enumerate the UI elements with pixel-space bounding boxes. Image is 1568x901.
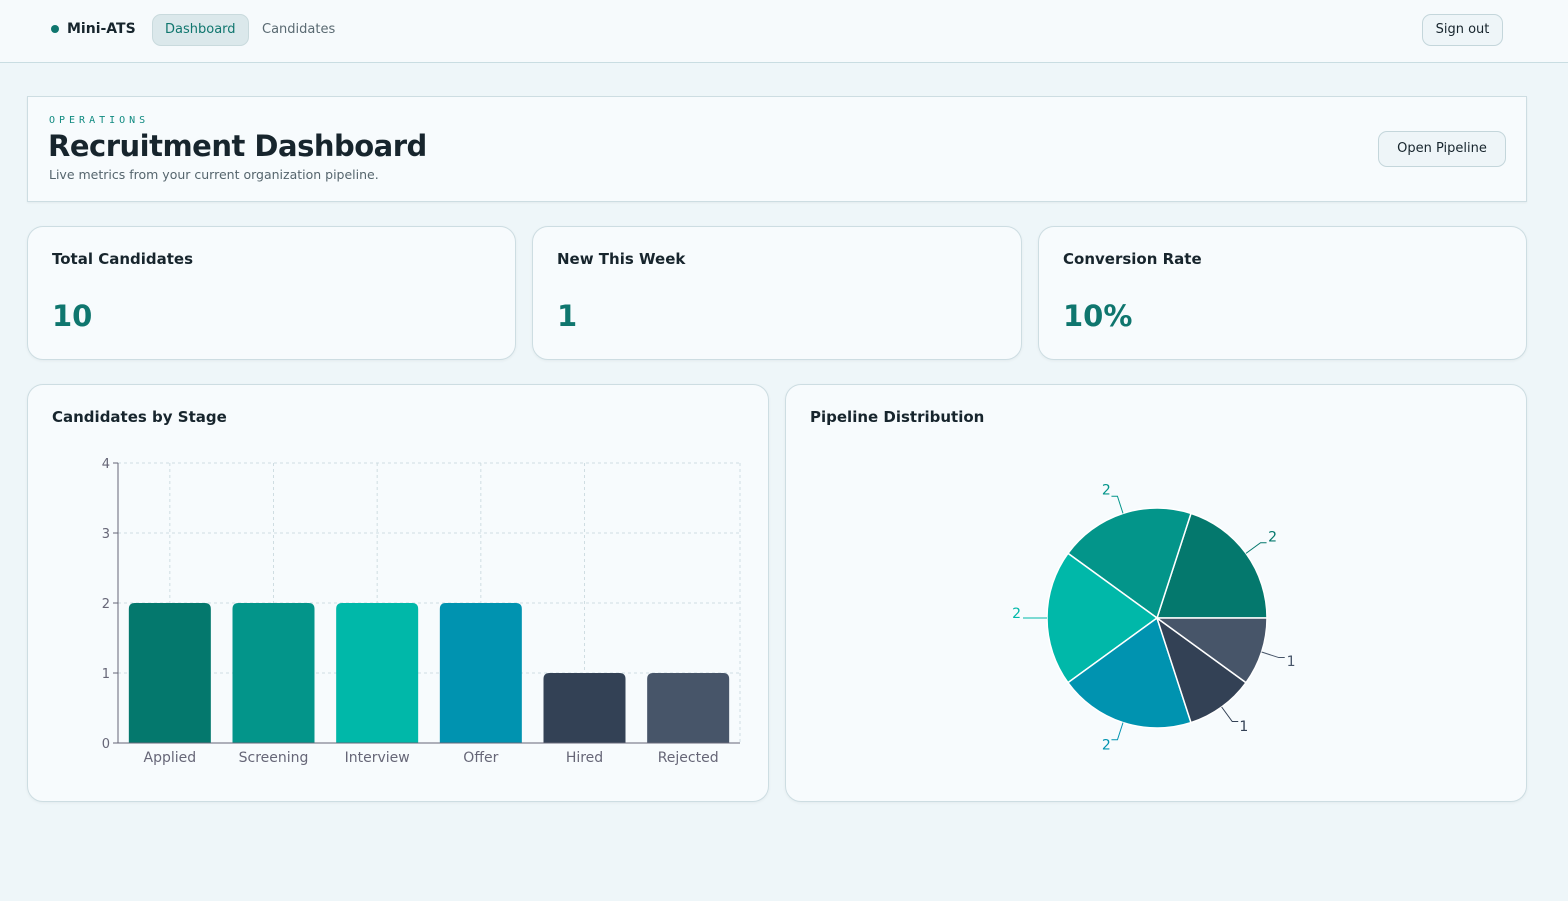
tab-dashboard[interactable]: Dashboard — [152, 14, 249, 46]
y-tick-label: 0 — [102, 737, 110, 752]
chart-title: Pipeline Distribution — [810, 408, 985, 426]
metric-value: 10 — [52, 299, 93, 333]
brand-label: Mini-ATS — [67, 21, 136, 37]
pie-chart-card: Pipeline Distribution 2 2 2 2 1 1 — [785, 384, 1527, 802]
pie-slice-offer — [1066, 616, 1192, 729]
metric-label: Total Candidates — [52, 250, 194, 268]
brand[interactable]: Mini-ATS — [51, 21, 136, 37]
pie-label-line — [1245, 542, 1267, 554]
x-tick-label: Screening — [239, 750, 309, 766]
pie-label: 2 — [1102, 482, 1111, 498]
pie-label: 2 — [1268, 530, 1277, 546]
bar-applied — [128, 603, 211, 743]
bar-interview — [336, 603, 419, 743]
x-tick-label: Hired — [566, 750, 603, 766]
bar-hired — [543, 673, 626, 743]
page-title: Recruitment Dashboard — [48, 129, 427, 163]
x-tick-label: Rejected — [658, 750, 719, 766]
eyebrow: OPERATIONS — [49, 115, 150, 126]
pie-label: 1 — [1287, 654, 1296, 670]
pie-slice-rejected — [1154, 617, 1268, 684]
metric-card-total: Total Candidates 10 — [27, 226, 516, 360]
metric-card-new: New This Week 1 — [532, 226, 1022, 360]
pie-label: 2 — [1012, 606, 1021, 622]
pie-label-line — [1261, 651, 1285, 659]
chart-title: Candidates by Stage — [52, 408, 227, 426]
y-tick-label: 1 — [102, 667, 110, 682]
pie-chart: 2 2 2 2 1 1 — [1012, 482, 1296, 754]
bar-offer — [439, 603, 522, 743]
bar-chart-card: Candidates by Stage 0 1 2 3 4 Applied Screenin… — [27, 384, 769, 802]
pie-slice-screening — [1066, 507, 1192, 620]
pie-slice-interview — [1046, 552, 1159, 684]
pie-label: 1 — [1239, 719, 1248, 735]
y-tick-label: 3 — [102, 527, 110, 542]
top-nav: Mini-ATS Dashboard Candidates Sign out — [0, 0, 1568, 63]
x-tick-label: Offer — [463, 750, 498, 766]
page-subtitle: Live metrics from your current organizat… — [49, 167, 379, 182]
y-tick-label: 4 — [102, 457, 110, 472]
sign-out-button[interactable]: Sign out — [1422, 14, 1503, 46]
bar-chart: 0 1 2 3 4 Applied Screening Interview Offer Hired… — [102, 457, 741, 766]
metric-value: 1 — [557, 299, 578, 333]
x-tick-label: Interview — [345, 750, 410, 766]
pie-label-line — [1111, 722, 1124, 741]
tab-candidates[interactable]: Candidates — [262, 22, 336, 37]
metric-label: Conversion Rate — [1063, 250, 1202, 268]
pie-slice-applied — [1155, 512, 1268, 619]
pie-label-line — [1221, 706, 1239, 723]
page-header: OPERATIONS Recruitment Dashboard Live me… — [27, 96, 1527, 202]
metric-value: 10% — [1063, 299, 1133, 333]
pie-label: 2 — [1102, 738, 1111, 754]
metric-label: New This Week — [557, 250, 686, 268]
y-tick-label: 2 — [102, 597, 110, 612]
bar-screening — [232, 603, 315, 743]
brand-dot-icon — [51, 25, 59, 33]
bar-rejected — [647, 673, 730, 743]
pie-label-line — [1111, 495, 1124, 514]
metric-card-conversion: Conversion Rate 10% — [1038, 226, 1527, 360]
x-tick-label: Applied — [144, 750, 197, 766]
open-pipeline-button[interactable]: Open Pipeline — [1378, 131, 1506, 167]
